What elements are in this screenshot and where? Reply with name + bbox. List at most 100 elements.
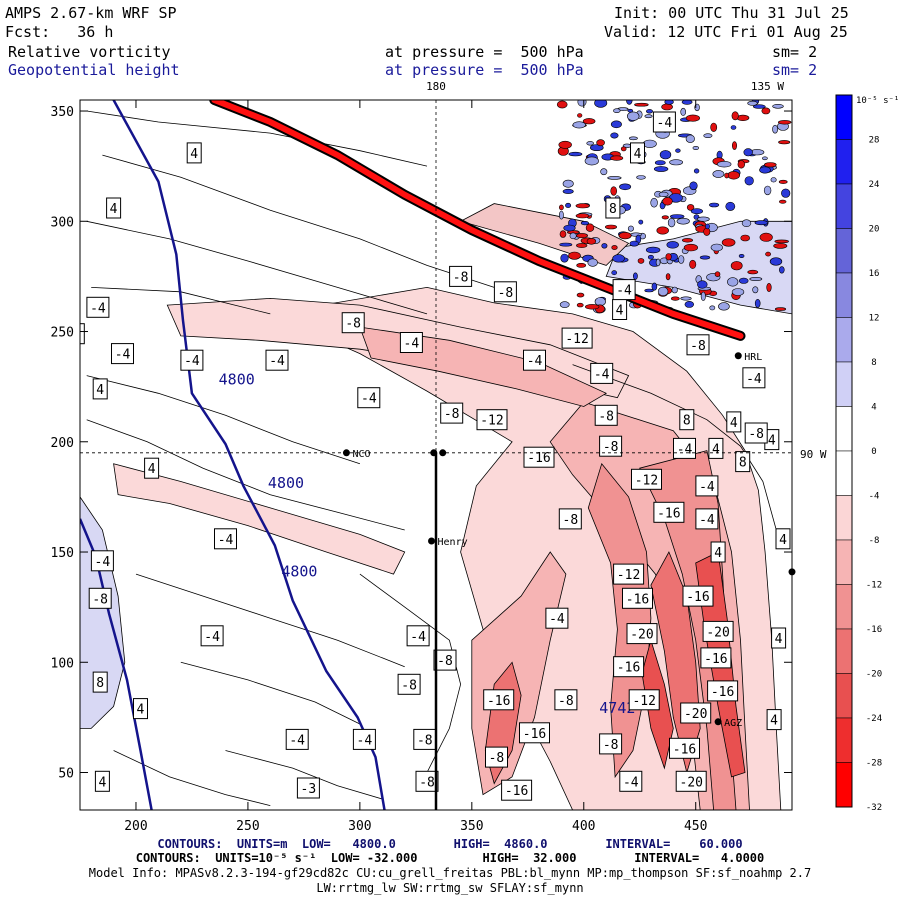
colorbar-swatch-6	[835, 361, 853, 407]
terrain-speck-214	[754, 220, 769, 226]
plot-frame	[79, 99, 793, 811]
terrain-speck-133	[633, 272, 638, 280]
svg-text:-8: -8	[401, 678, 417, 693]
terrain-speck-97	[664, 100, 674, 105]
vorticity-label-12: -4	[111, 343, 134, 365]
terrain-speck-80	[676, 217, 690, 225]
terrain-speck-125	[607, 176, 622, 180]
vorticity-label-41: -4	[214, 528, 237, 550]
svg-text:-4: -4	[746, 372, 762, 387]
terrain-speck-123	[637, 258, 645, 264]
vorticity-label-68: -4	[352, 728, 376, 750]
svg-text:-8: -8	[558, 694, 574, 709]
colorbar-swatch-8	[835, 450, 853, 496]
y-tick-label-2: 150	[51, 546, 74, 561]
svg-text:-12: -12	[565, 332, 588, 347]
vorticity-label-60: -16	[483, 689, 515, 711]
terrain-speck-29	[712, 170, 725, 178]
colorbar-swatch-9	[835, 495, 853, 541]
terrain-speck-246	[777, 120, 792, 125]
terrain-speck-247	[611, 270, 618, 276]
vorticity-label-26: 8	[679, 409, 695, 431]
smoothing-vorticity: sm= 2	[772, 43, 818, 61]
terrain-speck-86	[669, 159, 683, 166]
field-height: Geopotential height	[8, 61, 180, 79]
svg-text:HRL: HRL	[744, 352, 762, 363]
colorbar-level-15: -28	[866, 759, 882, 769]
terrain-speck-187	[580, 221, 590, 226]
vorticity-label-66: 4	[766, 709, 782, 731]
terrain-speck-67	[651, 282, 658, 291]
colorbar-swatch-13	[835, 673, 853, 719]
y-tick-label-5: 300	[51, 215, 74, 230]
terrain-speck-56	[594, 297, 606, 306]
terrain-speck-250	[647, 254, 654, 260]
terrain-speck-252	[774, 307, 787, 311]
svg-text:-16: -16	[527, 451, 550, 466]
svg-text:4: 4	[190, 147, 198, 162]
terrain-speck-253	[629, 240, 639, 247]
meridian-label-180: 180	[426, 80, 446, 93]
vorticity-label-32: -4	[673, 437, 696, 459]
colorbar-level-9: -4	[869, 492, 880, 502]
terrain-speck-244	[675, 148, 681, 153]
vorticity-label-42: 4	[710, 541, 726, 563]
terrain-speck-156	[665, 273, 671, 281]
terrain-speck-194	[696, 216, 710, 222]
terrain-speck-248	[710, 243, 723, 252]
svg-text:4: 4	[775, 632, 783, 647]
colorbar-level-11: -12	[866, 581, 882, 591]
terrain-speck-9	[686, 204, 695, 211]
terrain-speck-225	[610, 155, 624, 161]
colorbar-unit: 10⁻⁵ s⁻¹	[856, 96, 899, 106]
svg-text:-4: -4	[184, 354, 200, 369]
colorbar-level-12: -16	[866, 625, 882, 635]
vorticity-label-58: 8	[92, 671, 108, 693]
terrain-speck-47	[577, 100, 587, 107]
svg-text:-4: -4	[218, 533, 234, 548]
vorticity-label-1: 4	[630, 142, 645, 164]
terrain-speck-229	[730, 125, 737, 130]
terrain-speck-235	[697, 280, 708, 289]
vorticity-contour-10	[113, 750, 271, 806]
svg-text:4: 4	[714, 546, 722, 561]
terrain-speck-102	[778, 199, 787, 204]
terrain-speck-93	[731, 141, 737, 150]
model-physics: LW:rrtmg_lw SW:rrtmg_sw SFLAY:sf_mynn	[316, 881, 584, 895]
vorticity-label-34: 8	[735, 451, 751, 473]
svg-text:-12: -12	[635, 473, 658, 488]
height-label-0: 4800	[219, 371, 255, 389]
colorbar-swatch-4	[835, 272, 853, 318]
terrain-speck-238	[562, 188, 574, 194]
terrain-speck-220	[644, 288, 654, 293]
vorticity-label-8: -4	[612, 279, 636, 301]
terrain-speck-242	[718, 302, 730, 311]
terrain-speck-138	[778, 179, 788, 184]
x-tick-label-1: 250	[236, 819, 259, 834]
vorticity-label-16: -12	[561, 327, 593, 349]
init-time: Init: 00 UTC Thu 31 Jul 25	[614, 4, 849, 22]
svg-text:-4: -4	[549, 612, 565, 627]
terrain-speck-115	[568, 151, 583, 157]
terrain-speck-11	[772, 104, 784, 109]
terrain-speck-228	[584, 304, 600, 310]
svg-text:4: 4	[110, 202, 118, 217]
vorticity-label-48: -8	[88, 587, 112, 609]
terrain-speck-89	[703, 133, 713, 138]
vorticity-label-50: -20	[626, 623, 658, 645]
terrain-speck-40	[684, 300, 694, 308]
vorticity-contour-6	[180, 661, 361, 725]
terrain-speck-183	[575, 233, 588, 239]
svg-text:-16: -16	[657, 506, 680, 521]
terrain-speck-103	[563, 224, 576, 232]
y-tick-label-3: 200	[51, 436, 74, 451]
svg-text:-12: -12	[480, 414, 503, 429]
coast-ridge-band	[211, 100, 744, 339]
svg-text:-8: -8	[444, 407, 460, 422]
terrain-speck-141	[585, 223, 595, 232]
terrain-speck-203	[559, 210, 564, 220]
vorticity-label-53: -4	[200, 625, 224, 647]
station-hrl: HRL	[734, 352, 762, 363]
vorticity-label-45: -16	[622, 587, 653, 609]
